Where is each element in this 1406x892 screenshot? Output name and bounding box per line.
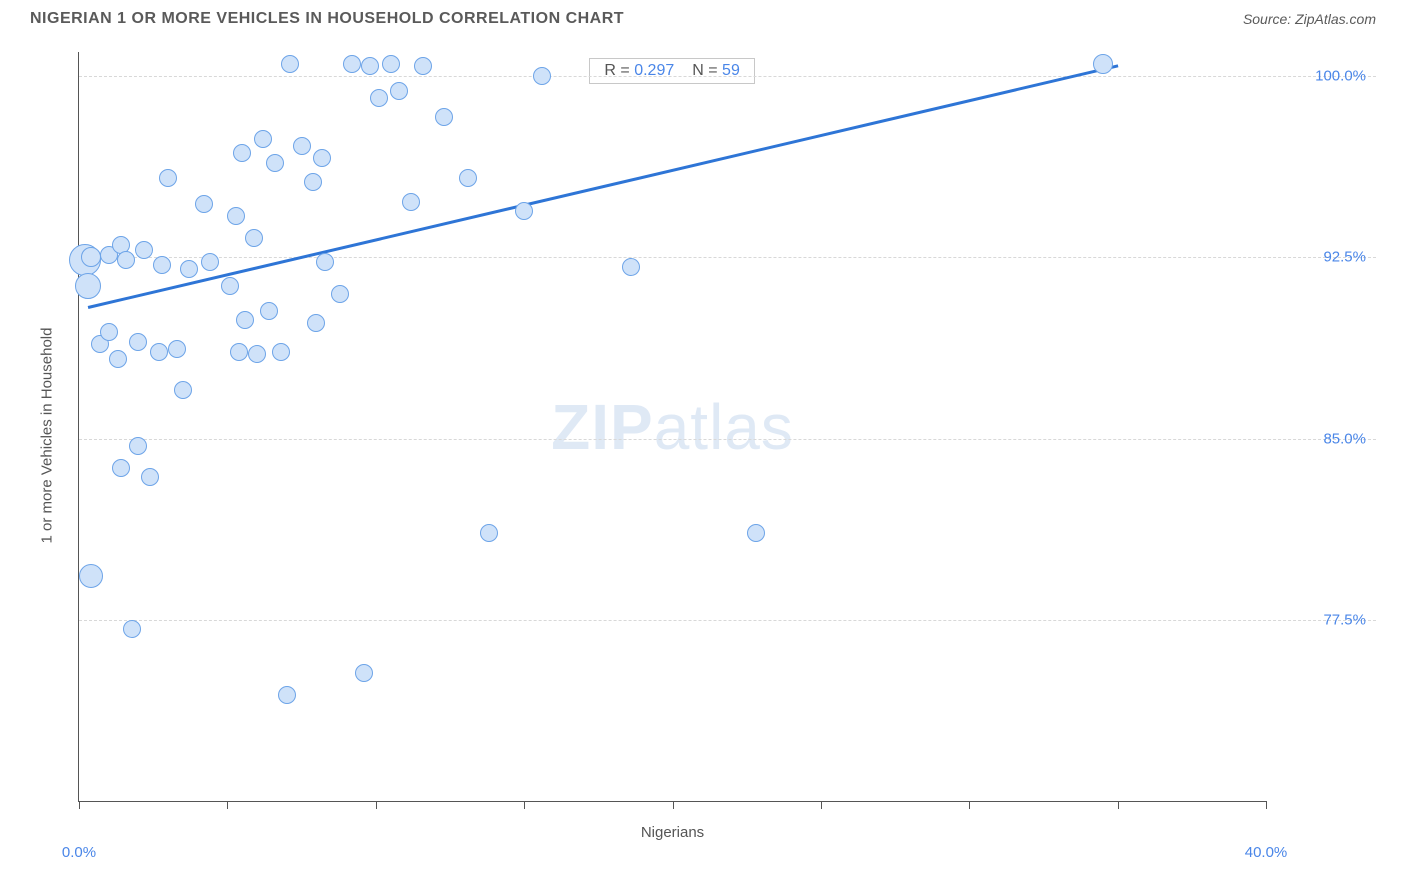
x-tick [969, 801, 970, 809]
x-tick [1118, 801, 1119, 809]
data-point [622, 258, 640, 276]
x-tick [673, 801, 674, 809]
data-point [159, 169, 177, 187]
data-point [233, 144, 251, 162]
data-point [278, 686, 296, 704]
data-point [245, 229, 263, 247]
n-stat: N = 59 [692, 62, 740, 80]
y-tick-label: 85.0% [1276, 430, 1366, 447]
data-point [117, 251, 135, 269]
plot-area: ZIPatlas 1 or more Vehicles in Household… [78, 52, 1266, 802]
data-point [382, 55, 400, 73]
data-point [112, 459, 130, 477]
y-gridline [79, 439, 1376, 440]
data-point [747, 524, 765, 542]
data-point [129, 333, 147, 351]
data-point [153, 256, 171, 274]
data-point [260, 302, 278, 320]
y-gridline [79, 257, 1376, 258]
data-point [123, 620, 141, 638]
data-point [109, 350, 127, 368]
data-point [79, 564, 103, 588]
data-point [435, 108, 453, 126]
chart-header: NIGERIAN 1 OR MORE VEHICLES IN HOUSEHOLD… [0, 0, 1406, 34]
data-point [343, 55, 361, 73]
data-point [81, 247, 101, 267]
x-tick [79, 801, 80, 809]
data-point [135, 241, 153, 259]
x-tick [821, 801, 822, 809]
data-point [316, 253, 334, 271]
data-point [293, 137, 311, 155]
x-tick [1266, 801, 1267, 809]
x-axis-label: Nigerians [641, 824, 704, 841]
x-tick [227, 801, 228, 809]
data-point [1093, 54, 1113, 74]
data-point [533, 67, 551, 85]
data-point [281, 55, 299, 73]
watermark-atlas: atlas [654, 391, 794, 463]
watermark: ZIPatlas [551, 390, 794, 464]
data-point [515, 202, 533, 220]
data-point [248, 345, 266, 363]
data-point [201, 253, 219, 271]
data-point [129, 437, 147, 455]
y-gridline [79, 620, 1376, 621]
data-point [304, 173, 322, 191]
data-point [414, 57, 432, 75]
data-point [141, 468, 159, 486]
r-stat: R = 0.297 [604, 62, 674, 80]
data-point [313, 149, 331, 167]
y-tick-label: 92.5% [1276, 249, 1366, 266]
data-point [180, 260, 198, 278]
data-point [254, 130, 272, 148]
data-point [266, 154, 284, 172]
data-point [100, 323, 118, 341]
data-point [370, 89, 388, 107]
data-point [195, 195, 213, 213]
data-point [221, 277, 239, 295]
data-point [230, 343, 248, 361]
data-point [402, 193, 420, 211]
data-point [272, 343, 290, 361]
y-tick-label: 77.5% [1276, 611, 1366, 628]
data-point [75, 273, 101, 299]
data-point [390, 82, 408, 100]
y-gridline [79, 76, 1376, 77]
data-point [150, 343, 168, 361]
data-point [459, 169, 477, 187]
data-point [236, 311, 254, 329]
data-point [227, 207, 245, 225]
x-tick [376, 801, 377, 809]
x-tick-label: 40.0% [1245, 844, 1288, 861]
data-point [480, 524, 498, 542]
y-tick-label: 100.0% [1276, 68, 1366, 85]
x-tick [524, 801, 525, 809]
x-tick-label: 0.0% [62, 844, 96, 861]
watermark-zip: ZIP [551, 391, 654, 463]
stats-box: R = 0.297 N = 59 [589, 58, 754, 84]
chart-title: NIGERIAN 1 OR MORE VEHICLES IN HOUSEHOLD… [30, 10, 624, 28]
data-point [355, 664, 373, 682]
trend-line [88, 64, 1118, 308]
data-point [307, 314, 325, 332]
data-point [168, 340, 186, 358]
y-axis-label: 1 or more Vehicles in Household [39, 327, 56, 543]
chart-source: Source: ZipAtlas.com [1243, 11, 1376, 27]
chart-container: ZIPatlas 1 or more Vehicles in Household… [30, 42, 1376, 862]
data-point [331, 285, 349, 303]
data-point [174, 381, 192, 399]
data-point [361, 57, 379, 75]
